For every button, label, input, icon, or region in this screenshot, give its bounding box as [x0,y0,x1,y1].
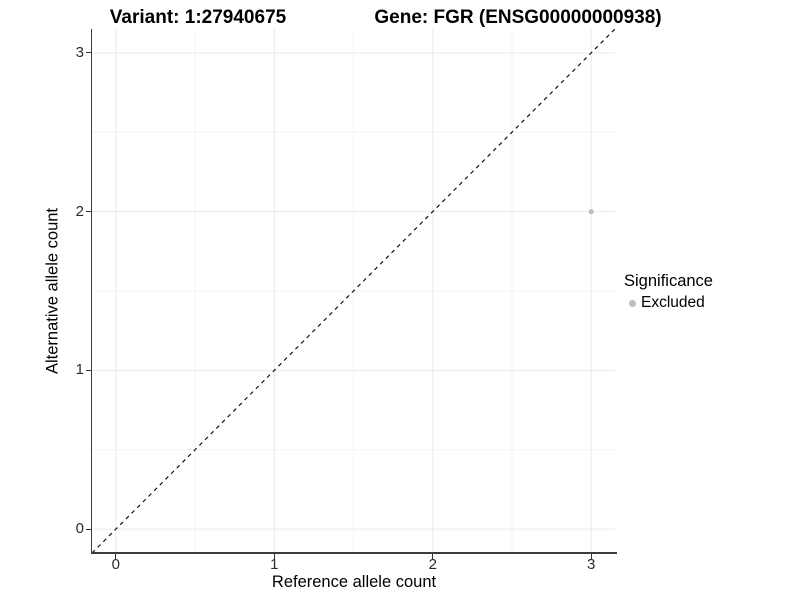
legend-item-excluded: Excluded [624,294,713,312]
legend-title: Significance [624,272,713,290]
x-tick-label: 1 [270,556,279,573]
data-point [588,209,594,215]
variant-title: Variant: 1:27940675 [109,7,287,28]
y-tick-mark [85,211,91,213]
legend-item-label: Excluded [641,294,705,311]
y-tick-label: 3 [75,43,84,61]
y-tick-mark [85,369,91,371]
y-tick-label: 1 [75,361,84,379]
x-tick-label: 3 [587,556,596,573]
y-tick-label: 0 [75,520,84,538]
x-axis-title: Reference allele count [271,573,437,591]
x-tick-label: 2 [428,556,437,573]
x-axis-line [90,552,617,554]
x-tick-mark [432,553,434,559]
y-tick-mark [85,528,91,530]
y-axis-title: Alternative allele count [43,207,62,375]
x-tick-mark [590,553,592,559]
x-tick-label: 0 [111,556,120,573]
x-tick-mark [273,553,275,559]
gene-title: Gene: FGR (ENSG00000000938) [374,7,662,28]
excluded-point-icon [629,299,636,307]
identity-diagonal-line [92,29,615,553]
y-tick-label: 2 [75,202,84,220]
plot-panel [92,29,615,553]
y-tick-mark [85,52,91,54]
legend: Significance Excluded [624,272,713,312]
y-axis-line [90,29,92,554]
x-tick-mark [115,553,117,559]
